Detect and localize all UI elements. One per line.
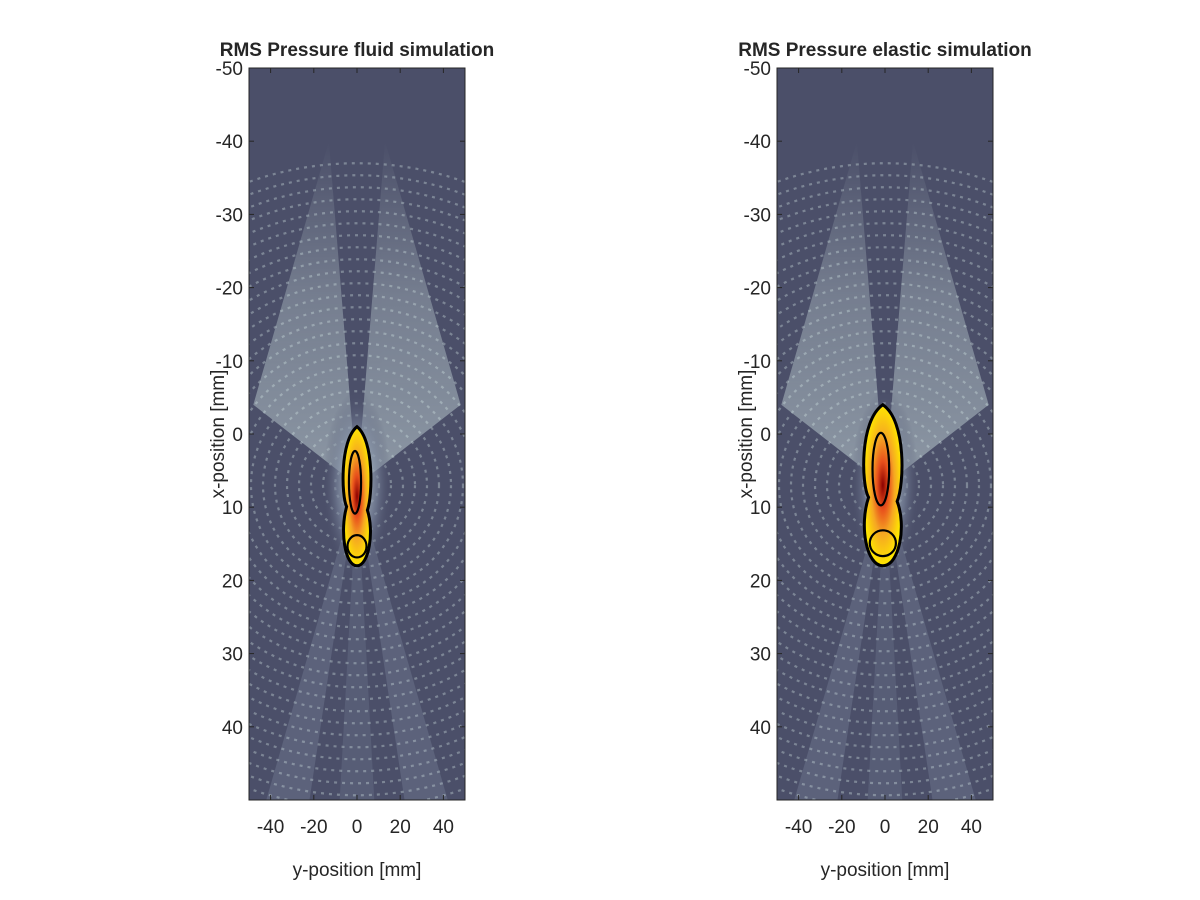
- beam-lobe-left: [781, 141, 885, 486]
- y-tick-label: -30: [216, 205, 243, 226]
- y-tick-label: 10: [222, 498, 243, 519]
- y-tick-label: 20: [222, 571, 243, 592]
- y-tick-label: -10: [744, 352, 771, 373]
- x-tick-label: -20: [828, 817, 855, 838]
- focal-contour-lower: [868, 529, 898, 558]
- y-tick-label: -20: [216, 279, 243, 300]
- x-tick-label: -40: [785, 817, 812, 838]
- y-tick-label: -10: [216, 352, 243, 373]
- x-tick-label: 40: [433, 817, 454, 838]
- y-tick-label: 30: [750, 645, 771, 666]
- focal-hotspot: [862, 402, 904, 568]
- y-tick-label: 20: [750, 571, 771, 592]
- plot-area: -50 -40 -30 -20 -10 0 10 20 30 40 -40 -20 0 20 40: [216, 59, 466, 838]
- y-tick-label: -50: [216, 59, 243, 80]
- beam-tail-center: [867, 485, 903, 800]
- y-tick-label: 40: [222, 718, 243, 739]
- x-tick-label: -40: [257, 817, 284, 838]
- pressure-field: [249, 68, 465, 800]
- x-tick-label: 40: [961, 817, 982, 838]
- y-tick-label: 40: [750, 718, 771, 739]
- y-tick-label: -30: [744, 205, 771, 226]
- x-tick-label: 0: [880, 817, 891, 838]
- y-axis-label: x-position [mm]: [736, 370, 757, 499]
- beam-tail-right: [885, 485, 976, 800]
- fluid-simulation-panel: RMS Pressure fluid simulation -50-40-30-…: [208, 40, 495, 881]
- x-tick-label: -20: [300, 817, 327, 838]
- beam-tail-right: [357, 485, 448, 800]
- pressure-field: [777, 68, 993, 800]
- y-tick-label: -40: [744, 132, 771, 153]
- plot-area: -50 -40 -30 -20 -10 0 10 20 30 40 -40 -20 0 20 40: [744, 59, 994, 838]
- y-tick-label: 30: [222, 645, 243, 666]
- beam-lobes: [781, 141, 989, 800]
- y-tick-label: 0: [760, 425, 771, 446]
- chart-title: RMS Pressure fluid simulation: [220, 40, 495, 61]
- beam-lobe-right: [357, 141, 461, 486]
- beam-tail-center: [339, 485, 375, 800]
- x-axis-label: y-position [mm]: [821, 860, 950, 881]
- focal-contour-inner: [871, 431, 891, 507]
- chart-title: RMS Pressure elastic simulation: [738, 40, 1032, 61]
- y-axis-label: x-position [mm]: [208, 370, 229, 499]
- x-tick-label: 20: [390, 817, 411, 838]
- y-tick-label: -40: [216, 132, 243, 153]
- y-tick-label: -20: [744, 279, 771, 300]
- x-tick-label: 20: [918, 817, 939, 838]
- beam-tail-left: [794, 485, 885, 800]
- beam-lobe-right: [885, 141, 989, 486]
- beam-lobe-left: [253, 141, 357, 486]
- focal-contour-lower: [346, 534, 368, 559]
- elastic-simulation-panel: RMS Pressure elastic simulation -50 -40 -3…: [736, 40, 1032, 881]
- y-tick-label: -50: [744, 59, 771, 80]
- focal-contour-inner: [347, 449, 363, 515]
- y-tick-label: 10: [750, 498, 771, 519]
- x-axis-label: y-position [mm]: [293, 860, 422, 881]
- y-tick-label: 0: [232, 425, 243, 446]
- x-tick-label: 0: [352, 817, 363, 838]
